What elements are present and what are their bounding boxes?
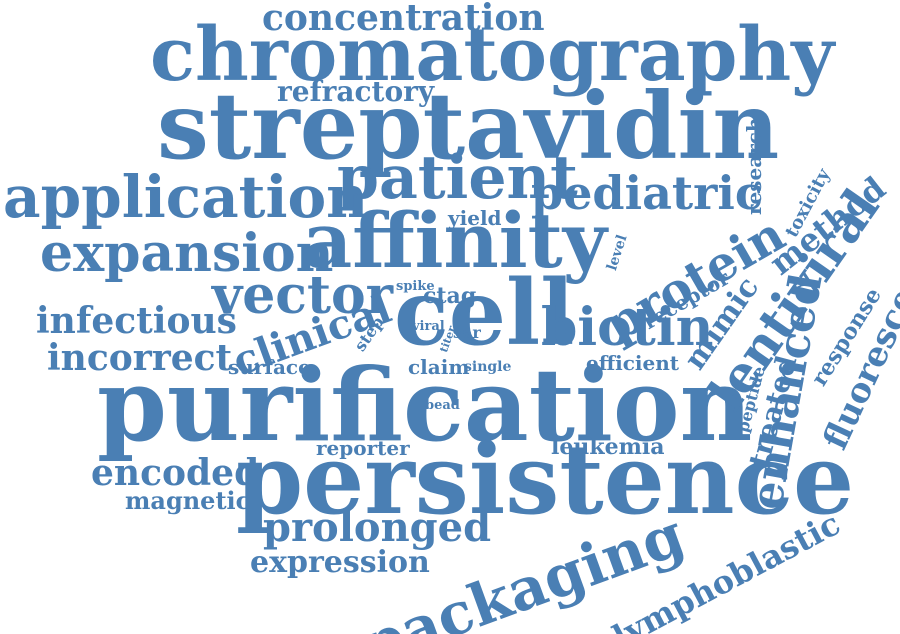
word-ctag: ctag (423, 283, 477, 309)
word-purification: purification (97, 346, 753, 464)
word-cell: cell (394, 260, 575, 366)
word-patient: patient (337, 143, 578, 213)
word-spike: spike (396, 279, 435, 294)
word-level: level (604, 232, 631, 273)
word-application: application (3, 163, 369, 231)
word-persistence: persistence (236, 423, 855, 536)
word-research: research (742, 117, 766, 215)
word-reporter: reporter (316, 436, 410, 460)
word-surface: surface (228, 355, 311, 379)
word-affinity: affinity (303, 196, 607, 285)
word-vector: vector (212, 265, 394, 326)
word-sar: sar (453, 323, 481, 342)
word-refractory: refractory (277, 75, 435, 108)
word-expression: expression (250, 545, 430, 580)
word-bead: bead (425, 398, 460, 413)
word-pediatric: pediatric (531, 166, 763, 220)
word-magnetic: magnetic (125, 486, 251, 515)
word-infectious: infectious (36, 300, 237, 342)
word-incorrect: incorrect (47, 337, 233, 379)
word-claim: claim (408, 355, 470, 379)
word-streptavidin: streptavidin (157, 72, 780, 180)
word-efficient: efficient (586, 351, 680, 375)
word-encoded: encoded (91, 452, 260, 494)
word-concentration: concentration (262, 0, 545, 39)
word-biotin: biotin (541, 297, 714, 358)
word-prolonged: prolonged (263, 504, 492, 551)
word-leukemia: leukemia (551, 434, 665, 460)
word-yield: yield (448, 206, 502, 230)
word-viral: viral (412, 319, 445, 334)
word-single: single (464, 359, 512, 375)
word-expansion: expansion (40, 223, 334, 284)
word-chromatography: chromatography (150, 12, 835, 98)
